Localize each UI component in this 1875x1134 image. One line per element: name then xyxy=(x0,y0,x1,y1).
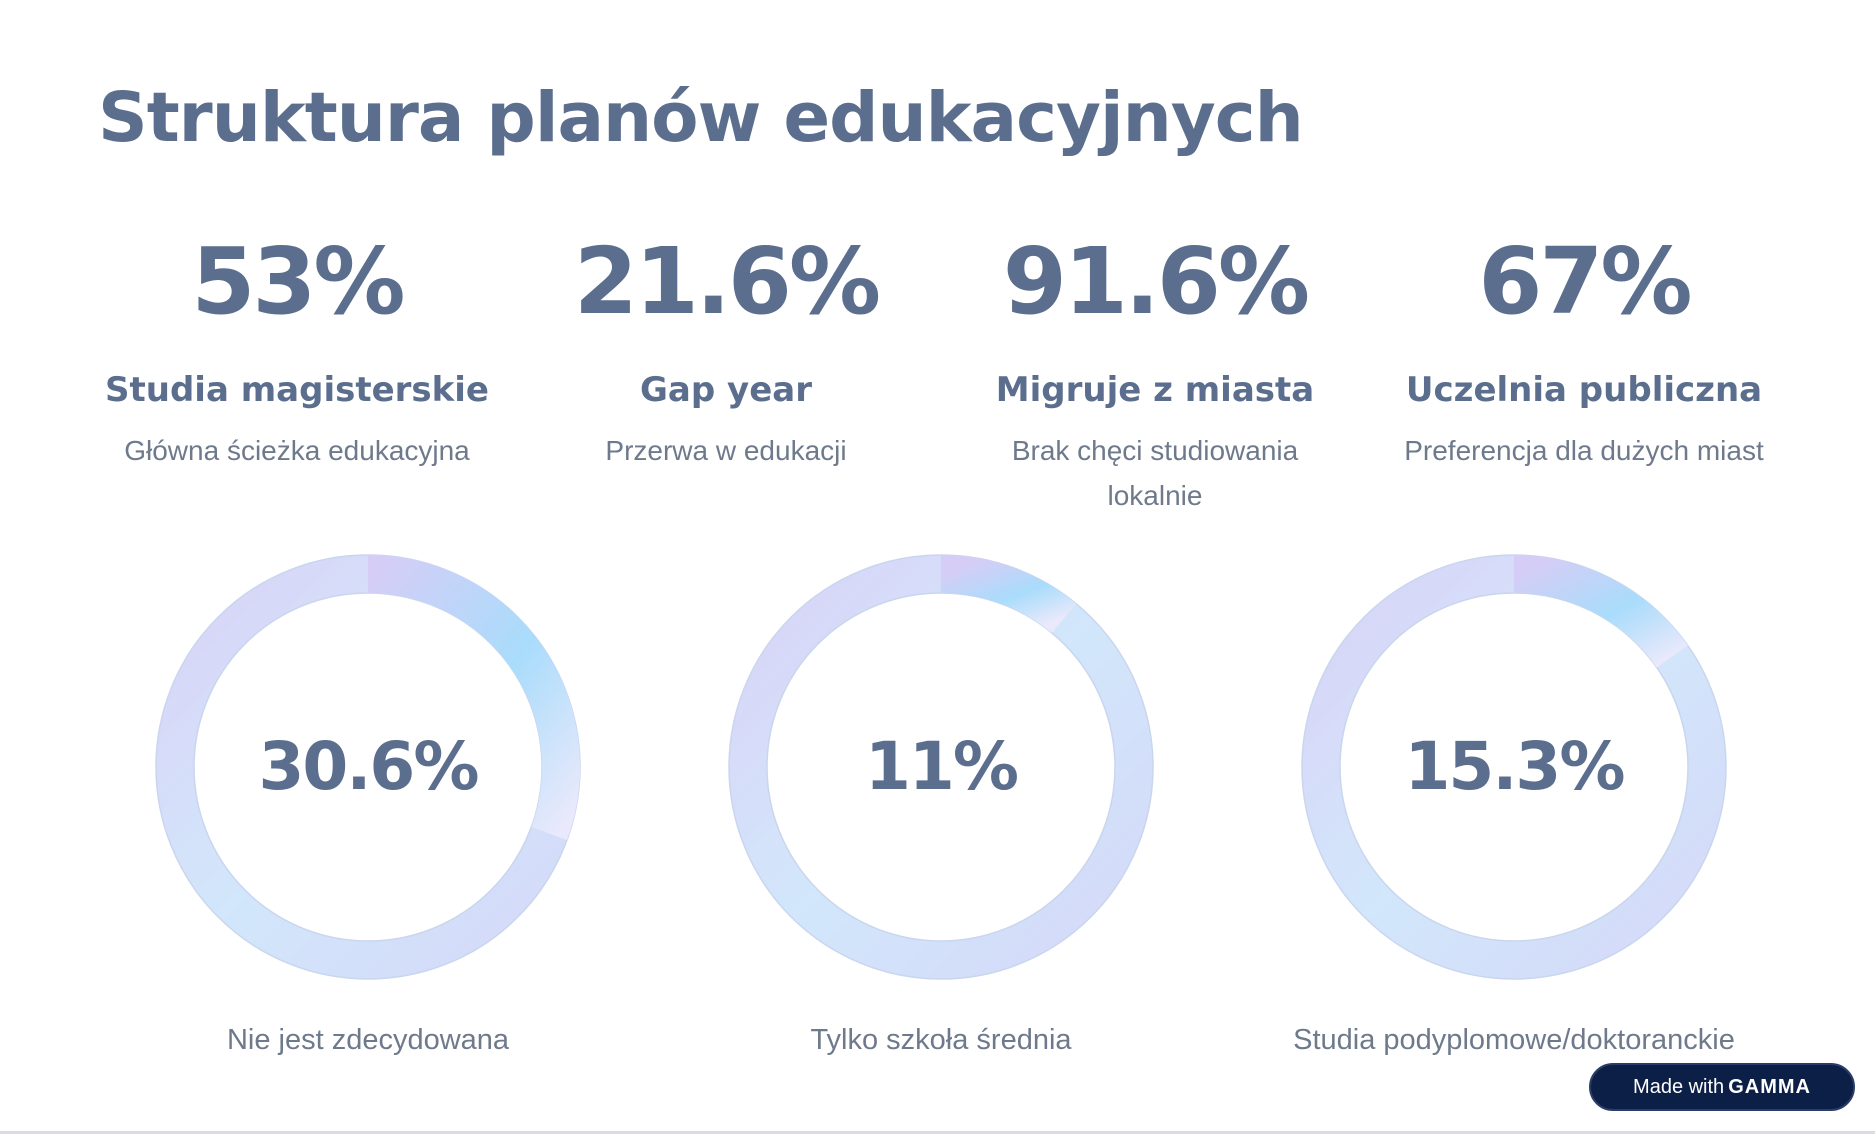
stat-public-university: 67% Uczelnia publiczna Preferencja dla d… xyxy=(1384,222,1784,473)
ring-value: 15.3% xyxy=(1404,728,1626,805)
badge-prefix: Made with xyxy=(1633,1076,1725,1098)
stat-value: 53% xyxy=(191,228,405,335)
ring-value: 30.6% xyxy=(258,728,480,805)
bottom-divider xyxy=(0,1131,1875,1134)
gamma-logo: GAMMA xyxy=(1728,1076,1811,1098)
progress-ring xyxy=(155,554,581,980)
progress-ring xyxy=(1301,554,1727,980)
ring-label: Tylko szkoła średnia xyxy=(810,1024,1072,1056)
ring-label: Nie jest zdecydowana xyxy=(226,1024,510,1056)
stat-description: Główna ścieżka edukacyjna xyxy=(124,435,470,466)
stat-description: Przerwa w edukacji xyxy=(605,435,847,466)
ring-label: Studia podyplomowe/doktoranckie xyxy=(1293,1024,1735,1056)
ring-progress-arc xyxy=(367,555,580,841)
stat-label: Gap year xyxy=(640,370,812,410)
stat-label: Uczelnia publiczna xyxy=(1405,370,1763,410)
page-title: Struktura planów edukacyjnych xyxy=(98,78,1304,158)
ring-progress-arc xyxy=(1513,555,1688,668)
stat-migration: 91.6% Migruje z miasta Brak chęci studio… xyxy=(955,222,1355,518)
stat-description: Brak chęci studiowania lokalnie xyxy=(1011,435,1299,511)
made-with-gamma-badge[interactable]: Made with GAMMA xyxy=(1589,1063,1855,1111)
stat-description: Preferencja dla dużych miast xyxy=(1404,435,1764,466)
stat-value: 21.6% xyxy=(573,228,881,335)
stat-gap-year: 21.6% Gap year Przerwa w edukacji xyxy=(526,222,926,473)
ring-high-school-only: 11% Tylko szkoła średnia xyxy=(691,552,1191,1060)
stat-value: 91.6% xyxy=(1002,228,1310,335)
progress-ring xyxy=(728,554,1154,980)
ring-progress-arc xyxy=(940,555,1077,634)
stat-label: Studia magisterskie xyxy=(105,370,489,410)
ring-undecided: 30.6% Nie jest zdecydowana xyxy=(118,552,618,1060)
stat-label: Migruje z miasta xyxy=(995,370,1315,410)
stat-master-studies: 53% Studia magisterskie Główna ścieżka e… xyxy=(97,222,497,473)
ring-value: 11% xyxy=(865,728,1019,805)
stat-value: 67% xyxy=(1478,228,1692,335)
ring-postgraduate: 15.3% Studia podyplomowe/doktoranckie xyxy=(1264,552,1764,1060)
